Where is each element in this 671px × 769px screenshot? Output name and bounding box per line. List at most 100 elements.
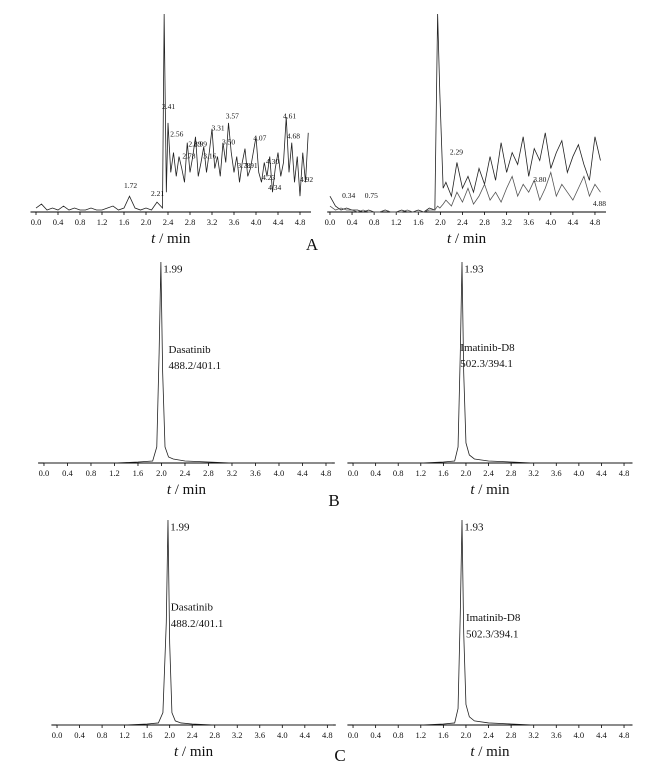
x-tick-label: 2.4 <box>483 730 494 740</box>
x-tick-label: 0.0 <box>52 730 63 740</box>
x-tick-label: 0.4 <box>74 730 85 740</box>
x-axis-unit: / min <box>455 231 487 247</box>
x-axis-symbol: t <box>174 744 179 760</box>
x-tick-label: 4.8 <box>590 217 601 227</box>
x-tick-label: 3.2 <box>207 217 218 227</box>
annotation: 3.78 <box>237 161 250 170</box>
x-tick-label: 2.0 <box>461 730 472 740</box>
panel-label: C <box>334 746 345 765</box>
x-tick-label: 0.8 <box>86 468 97 478</box>
x-tick-label: 0.8 <box>369 217 380 227</box>
x-tick-label: 0.4 <box>53 217 64 227</box>
x-tick-label: 3.6 <box>250 468 261 478</box>
annotation: 502.3/394.1 <box>460 358 513 370</box>
annotation: Imatinib-D8 <box>466 612 521 624</box>
x-tick-label: 3.2 <box>528 730 539 740</box>
x-tick-label: 1.6 <box>119 217 130 227</box>
x-axis-unit: / min <box>159 231 191 247</box>
x-tick-label: 3.6 <box>551 730 562 740</box>
annotation: Dasatinib <box>171 602 214 614</box>
x-tick-label: 4.4 <box>300 730 311 740</box>
panel-label: B <box>328 491 339 510</box>
x-tick-label: 2.0 <box>435 217 446 227</box>
x-tick-label: 4.0 <box>574 468 585 478</box>
x-tick-label: 3.6 <box>229 217 240 227</box>
annotation: 1.99 <box>170 522 190 534</box>
x-tick-label: 2.8 <box>506 730 517 740</box>
x-tick-label: 4.0 <box>251 217 262 227</box>
x-tick-label: 0.4 <box>62 468 73 478</box>
x-tick-label: 4.8 <box>295 217 306 227</box>
annotation: 488.2/401.1 <box>171 618 224 630</box>
x-tick-label: 3.6 <box>523 217 534 227</box>
trace <box>353 261 630 464</box>
annotation: 3.50 <box>222 137 235 146</box>
x-tick-label: 2.0 <box>141 217 152 227</box>
x-tick-label: 1.6 <box>142 730 153 740</box>
x-tick-label: 3.6 <box>254 730 265 740</box>
annotation: 4.30 <box>266 157 279 166</box>
annotation: 1.72 <box>124 181 137 190</box>
trace <box>353 519 630 726</box>
x-tick-label: 0.0 <box>348 730 359 740</box>
annotation: 4.23 <box>262 173 275 182</box>
x-tick-label: 0.0 <box>325 217 336 227</box>
annotation: 4.68 <box>287 131 300 140</box>
x-tick-label: 2.8 <box>479 217 490 227</box>
x-tick-label: 0.0 <box>39 468 50 478</box>
x-tick-label: 2.8 <box>203 468 214 478</box>
x-axis-unit: / min <box>478 744 510 760</box>
x-tick-label: 0.0 <box>31 217 42 227</box>
x-tick-label: 0.4 <box>370 468 381 478</box>
x-tick-label: 2.8 <box>209 730 220 740</box>
x-tick-label: 4.0 <box>574 730 585 740</box>
annotation: 2.29 <box>450 147 463 156</box>
annotation: 4.34 <box>268 183 281 192</box>
trace <box>35 13 309 211</box>
annotation: 1.93 <box>464 264 484 276</box>
annotation: 2.99 <box>194 139 207 148</box>
annotation: 4.92 <box>300 175 313 184</box>
x-tick-label: 0.8 <box>393 730 404 740</box>
annotation: 1.99 <box>163 264 183 276</box>
x-tick-label: 4.8 <box>619 730 630 740</box>
annotation: 4.61 <box>283 112 296 121</box>
x-tick-label: 1.6 <box>438 730 449 740</box>
annotation: 2.41 <box>162 102 175 111</box>
x-tick-label: 1.6 <box>133 468 144 478</box>
annotation: 3.80 <box>533 175 546 184</box>
x-tick-label: 4.0 <box>545 217 556 227</box>
annotation: 4.07 <box>253 133 266 142</box>
trace <box>43 261 332 464</box>
x-tick-label: 1.6 <box>413 217 424 227</box>
x-axis-symbol: t <box>470 744 475 760</box>
annotation: 4.88 <box>593 199 606 208</box>
x-tick-label: 4.8 <box>321 468 332 478</box>
x-axis-symbol: t <box>151 231 156 247</box>
x-tick-label: 4.4 <box>297 468 308 478</box>
x-axis-label: t / min <box>167 482 207 498</box>
x-tick-label: 2.8 <box>506 468 517 478</box>
x-tick-label: 4.8 <box>322 730 333 740</box>
x-tick-label: 3.6 <box>551 468 562 478</box>
x-tick-label: 1.2 <box>119 730 130 740</box>
x-tick-label: 2.8 <box>185 217 196 227</box>
x-axis-symbol: t <box>167 482 172 498</box>
x-tick-label: 4.0 <box>274 468 285 478</box>
annotation: 2.21 <box>151 189 164 198</box>
x-tick-label: 3.2 <box>232 730 243 740</box>
x-axis-symbol: t <box>447 231 452 247</box>
x-axis-symbol: t <box>470 482 475 498</box>
x-tick-label: 1.2 <box>415 468 426 478</box>
x-tick-label: 0.0 <box>348 468 359 478</box>
annotation: 502.3/394.1 <box>466 628 519 640</box>
annotation: 3.31 <box>211 124 224 133</box>
x-axis-label: t / min <box>447 231 487 247</box>
x-axis-label: t / min <box>151 231 191 247</box>
x-tick-label: 0.8 <box>97 730 108 740</box>
x-axis-unit: / min <box>175 482 207 498</box>
x-tick-label: 1.2 <box>391 217 402 227</box>
x-tick-label: 2.4 <box>187 730 198 740</box>
x-tick-label: 1.2 <box>415 730 426 740</box>
annotation: 2.89 <box>188 139 201 148</box>
